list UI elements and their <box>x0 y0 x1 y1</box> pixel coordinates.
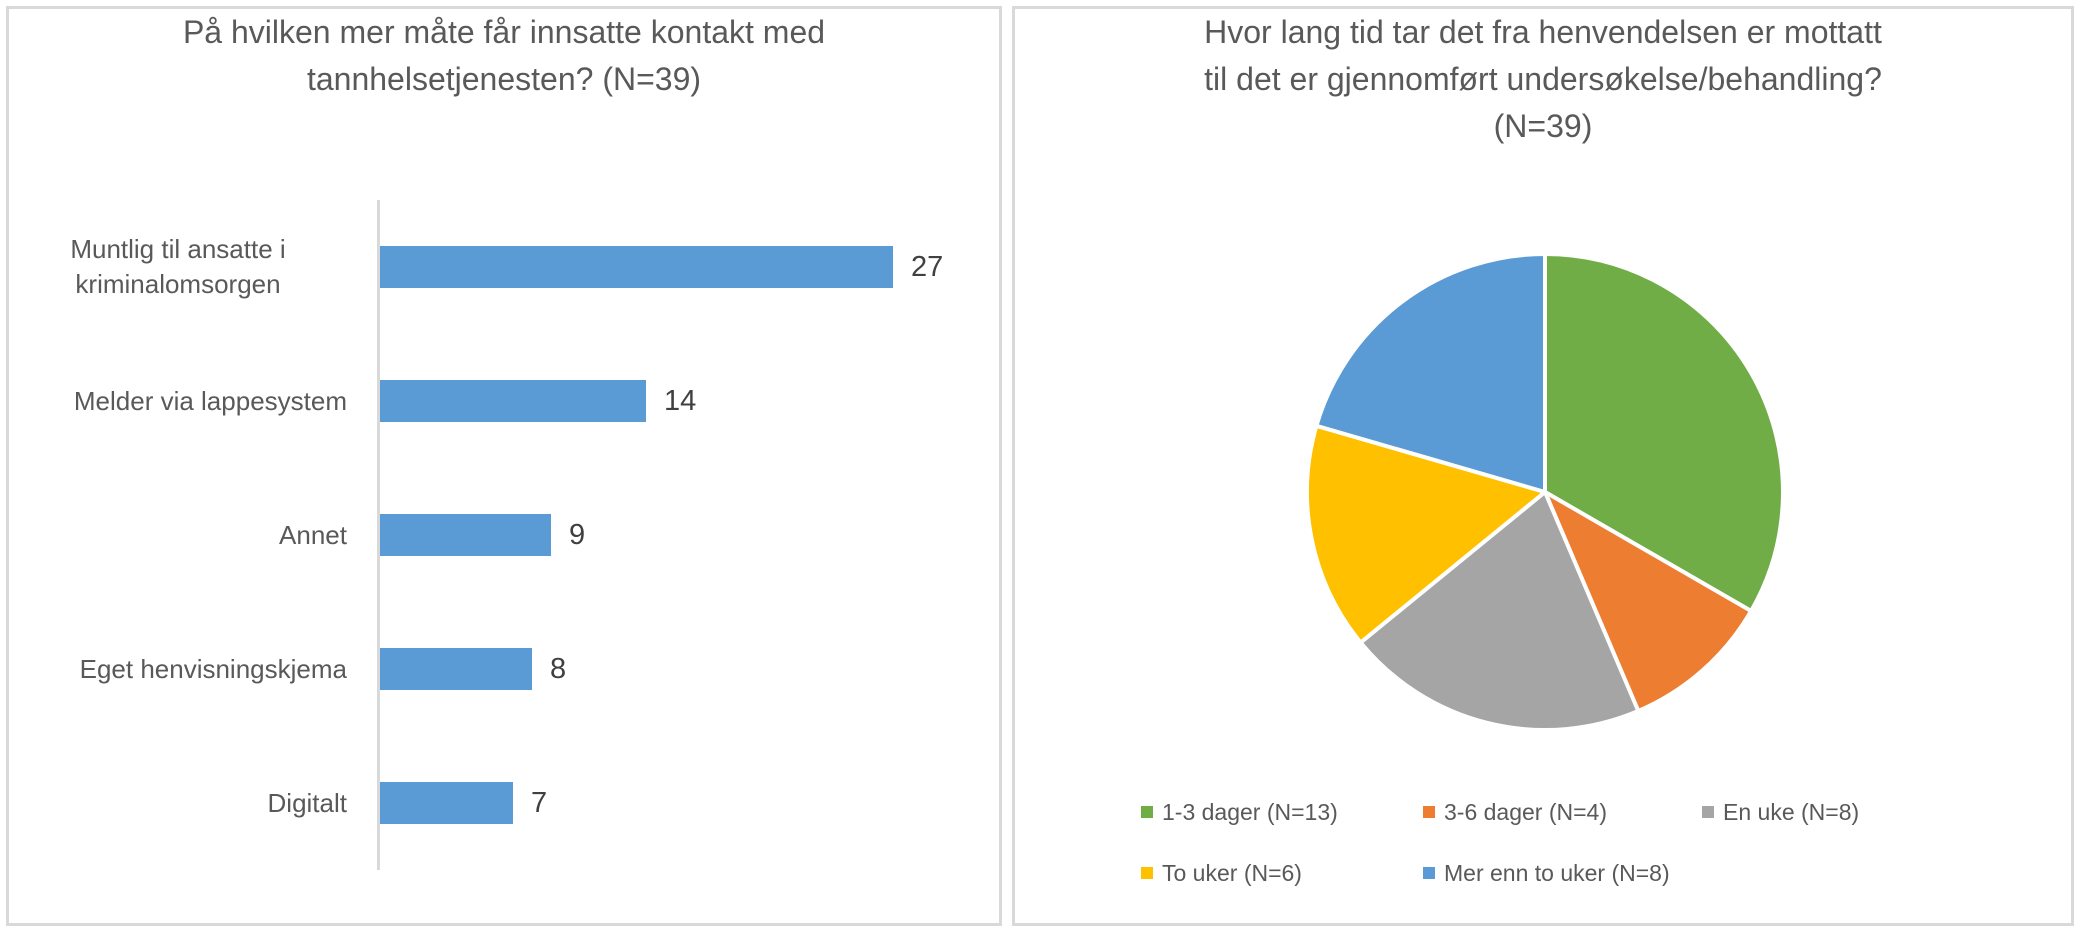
pie-chart <box>1305 252 1785 732</box>
legend-item: En uke (N=8) <box>1702 798 1859 826</box>
value-label: 9 <box>569 518 586 551</box>
category-label: Muntlig til ansatte i kriminalomsorgen <box>70 234 286 299</box>
pie-chart-panel: Hvor lang tid tar det fra henvendelsen e… <box>1012 6 2074 926</box>
bar-row: Digitalt 7 <box>9 736 999 870</box>
legend-item: To uker (N=6) <box>1141 859 1302 887</box>
category-label: Annet <box>279 519 347 550</box>
value-label: 7 <box>531 786 548 819</box>
value-label: 14 <box>664 384 697 417</box>
pie-slice-4 <box>1314 252 1547 494</box>
category-label: Eget henvisningskjema <box>79 653 347 684</box>
value-label: 27 <box>911 250 944 283</box>
bar-row: Eget henvisningskjema 8 <box>9 602 999 736</box>
category-label-cell: Melder via lappesystem <box>9 384 377 419</box>
legend-label: En uke (N=8) <box>1723 798 1860 825</box>
pie-chart-title: Hvor lang tid tar det fra henvendelsen e… <box>1204 14 1882 144</box>
category-label-cell: Annet <box>9 518 377 553</box>
bar-chart-panel: På hvilken mer måte får innsatte kontakt… <box>6 6 1002 926</box>
category-label-cell: Muntlig til ansatte i kriminalomsorgen <box>9 232 377 302</box>
legend-item: 1-3 dager (N=13) <box>1141 798 1338 826</box>
legend-item: 3-6 dager (N=4) <box>1423 798 1607 826</box>
category-label-cell: Digitalt <box>9 786 377 821</box>
bar <box>380 380 646 422</box>
bar <box>380 648 532 690</box>
pie-slice-2 <box>1358 490 1641 732</box>
bar-row: Annet 9 <box>9 468 999 602</box>
bar-plot-area: Muntlig til ansatte i kriminalomsorgen 27… <box>9 200 999 870</box>
category-label-cell: Eget henvisningskjema <box>9 652 377 687</box>
legend-item: Mer enn to uker (N=8) <box>1423 859 1670 887</box>
category-label: Digitalt <box>267 787 347 818</box>
legend-label: To uker (N=6) <box>1162 859 1302 886</box>
bar-row: Muntlig til ansatte i kriminalomsorgen 27 <box>9 200 999 334</box>
bar <box>380 782 513 824</box>
category-label: Melder via lappesystem <box>73 385 347 416</box>
legend-marker <box>1141 806 1153 818</box>
legend-marker <box>1141 867 1153 879</box>
pie-slice-1 <box>1543 490 1754 713</box>
bar <box>380 514 551 556</box>
pie-slice-3 <box>1305 423 1547 645</box>
bar-chart-title: På hvilken mer måte får innsatte kontakt… <box>182 14 826 97</box>
category-axis-line <box>377 200 380 870</box>
bar-row: Melder via lappesystem 14 <box>9 334 999 468</box>
pie-slice-0 <box>1543 252 1785 613</box>
legend-marker <box>1423 867 1435 879</box>
bar <box>380 246 893 288</box>
legend-label: 3-6 dager (N=4) <box>1444 798 1607 825</box>
legend-label: Mer enn to uker (N=8) <box>1444 859 1670 886</box>
legend-marker <box>1423 806 1435 818</box>
legend-marker <box>1702 806 1714 818</box>
value-label: 8 <box>550 652 567 685</box>
legend-label: 1-3 dager (N=13) <box>1162 798 1338 825</box>
